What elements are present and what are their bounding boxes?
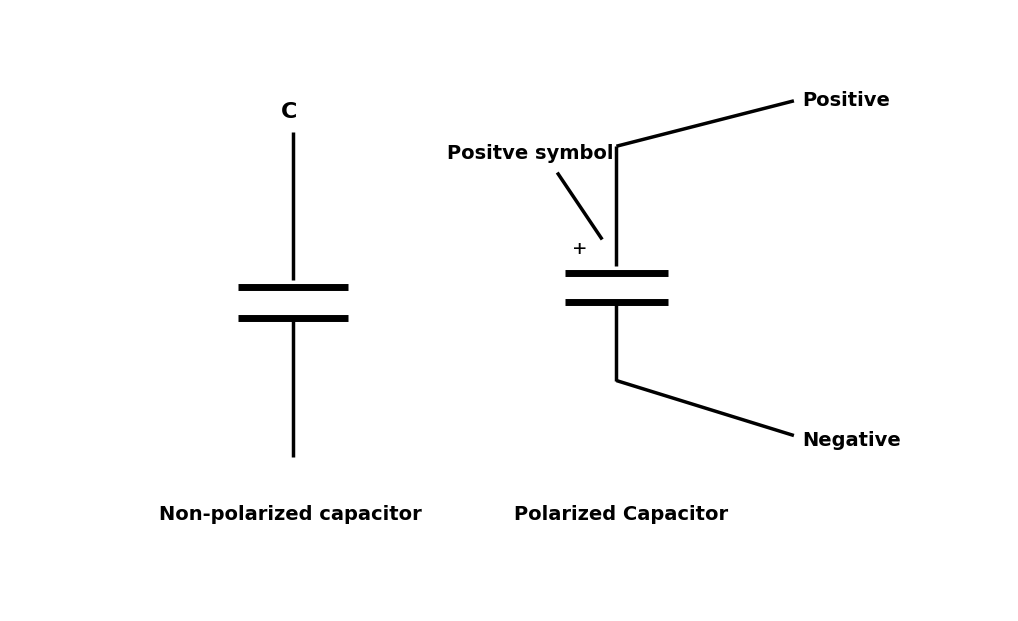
Text: Non-polarized capacitor: Non-polarized capacitor <box>159 505 421 524</box>
Text: +: + <box>573 239 586 259</box>
Text: Positve symbol: Positve symbol <box>447 144 613 163</box>
Text: Positive: Positive <box>802 91 890 111</box>
Text: Negative: Negative <box>802 431 901 450</box>
Text: C: C <box>281 102 297 122</box>
Text: Polarized Capacitor: Polarized Capacitor <box>514 505 728 524</box>
